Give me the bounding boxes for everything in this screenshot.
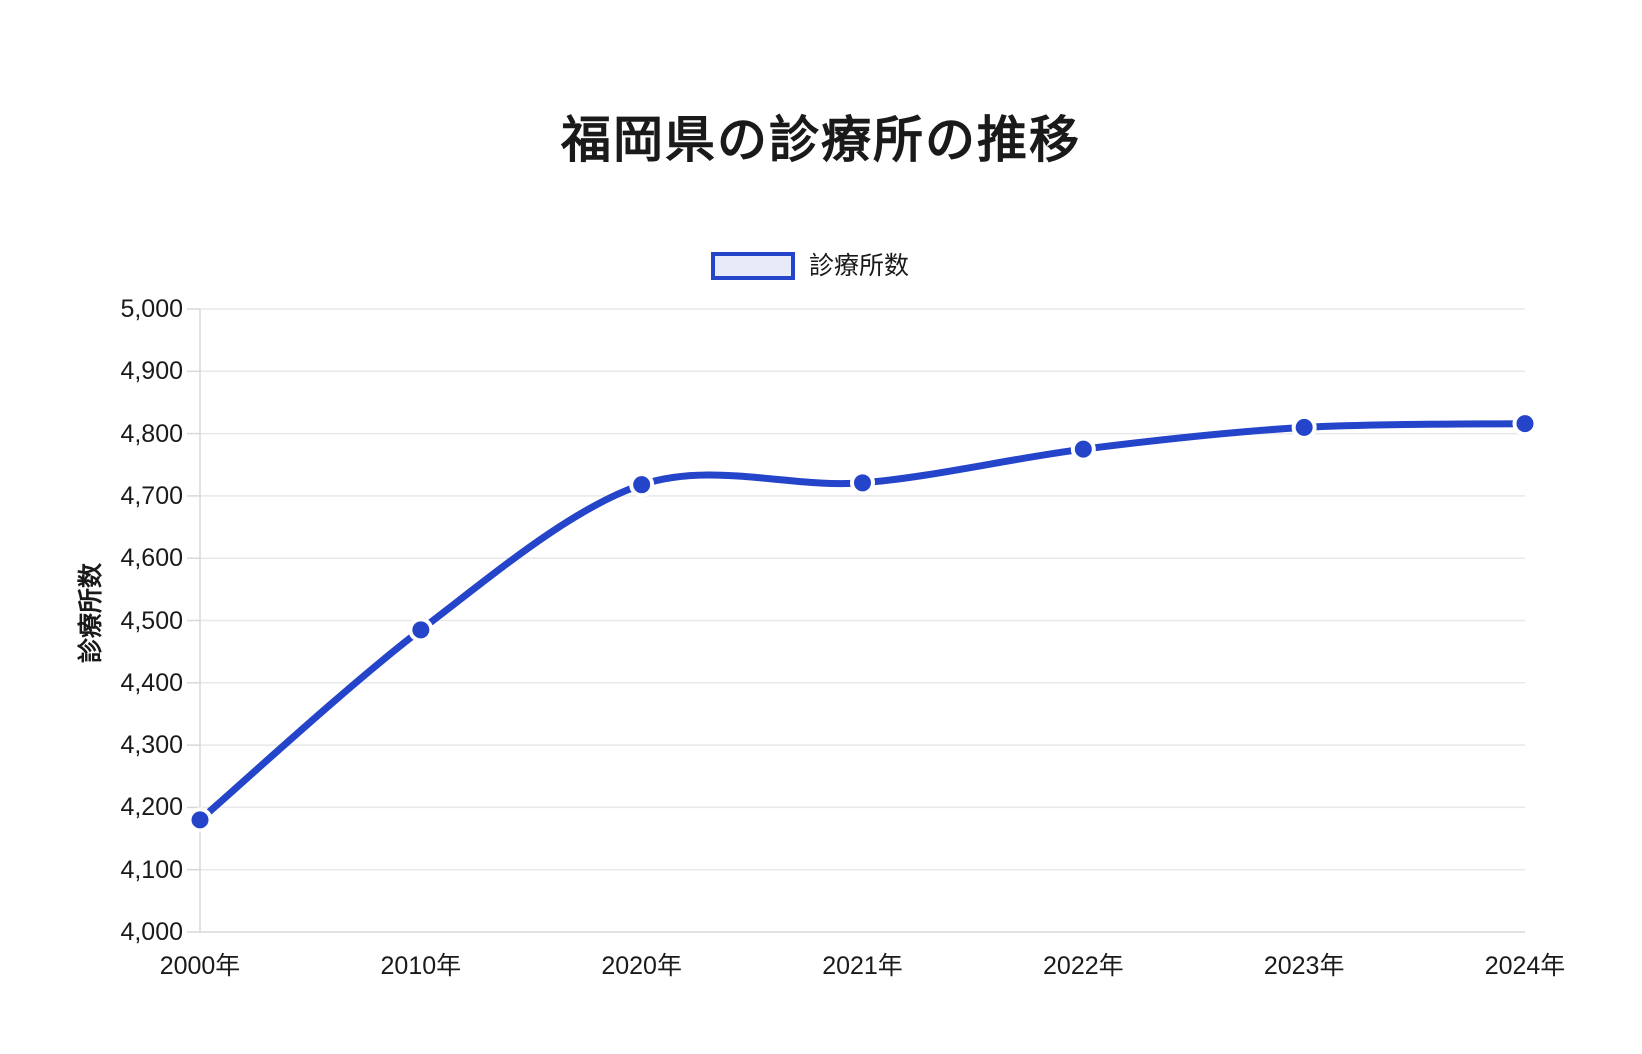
data-point-marker[interactable] [187,807,213,833]
data-point-marker[interactable] [1512,411,1538,437]
data-point-marker[interactable] [850,470,875,496]
data-point-marker[interactable] [629,472,655,498]
y-tick-label: 4,400 [120,668,183,697]
legend-label: 診療所数 [809,252,910,280]
y-tick-label: 4,900 [120,357,183,386]
x-tick-label: 2022年 [1043,952,1124,980]
y-tick-label: 4,600 [120,544,183,573]
x-tick-label: 2021年 [822,952,903,980]
y-tick-label: 5,000 [120,295,183,323]
y-tick-label: 4,500 [120,606,183,635]
x-tick-label: 2010年 [380,952,462,980]
x-tick-label: 2023年 [1263,952,1345,980]
y-tick-label: 4,700 [120,481,183,510]
legend-swatch[interactable] [711,252,795,280]
y-tick-label: 4,200 [120,793,183,822]
x-tick-label: 2000年 [159,952,241,980]
data-point-marker[interactable] [1070,436,1096,462]
y-tick-label: 4,000 [120,918,183,946]
legend[interactable]: 診療所数 [711,252,909,280]
chart-title: 福岡県の診療所の推移 [561,112,1081,168]
x-tick-label: 2024年 [1484,952,1566,980]
gridlines [187,308,1525,933]
x-tick-label: 2020年 [601,952,682,980]
y-tick-label: 4,100 [120,855,183,884]
y-tick-label: 4,300 [120,731,183,760]
data-point-marker[interactable] [408,617,434,643]
data-point-marker[interactable] [1291,414,1317,440]
y-tick-label: 4,800 [120,419,183,448]
series-markers [187,411,1538,833]
